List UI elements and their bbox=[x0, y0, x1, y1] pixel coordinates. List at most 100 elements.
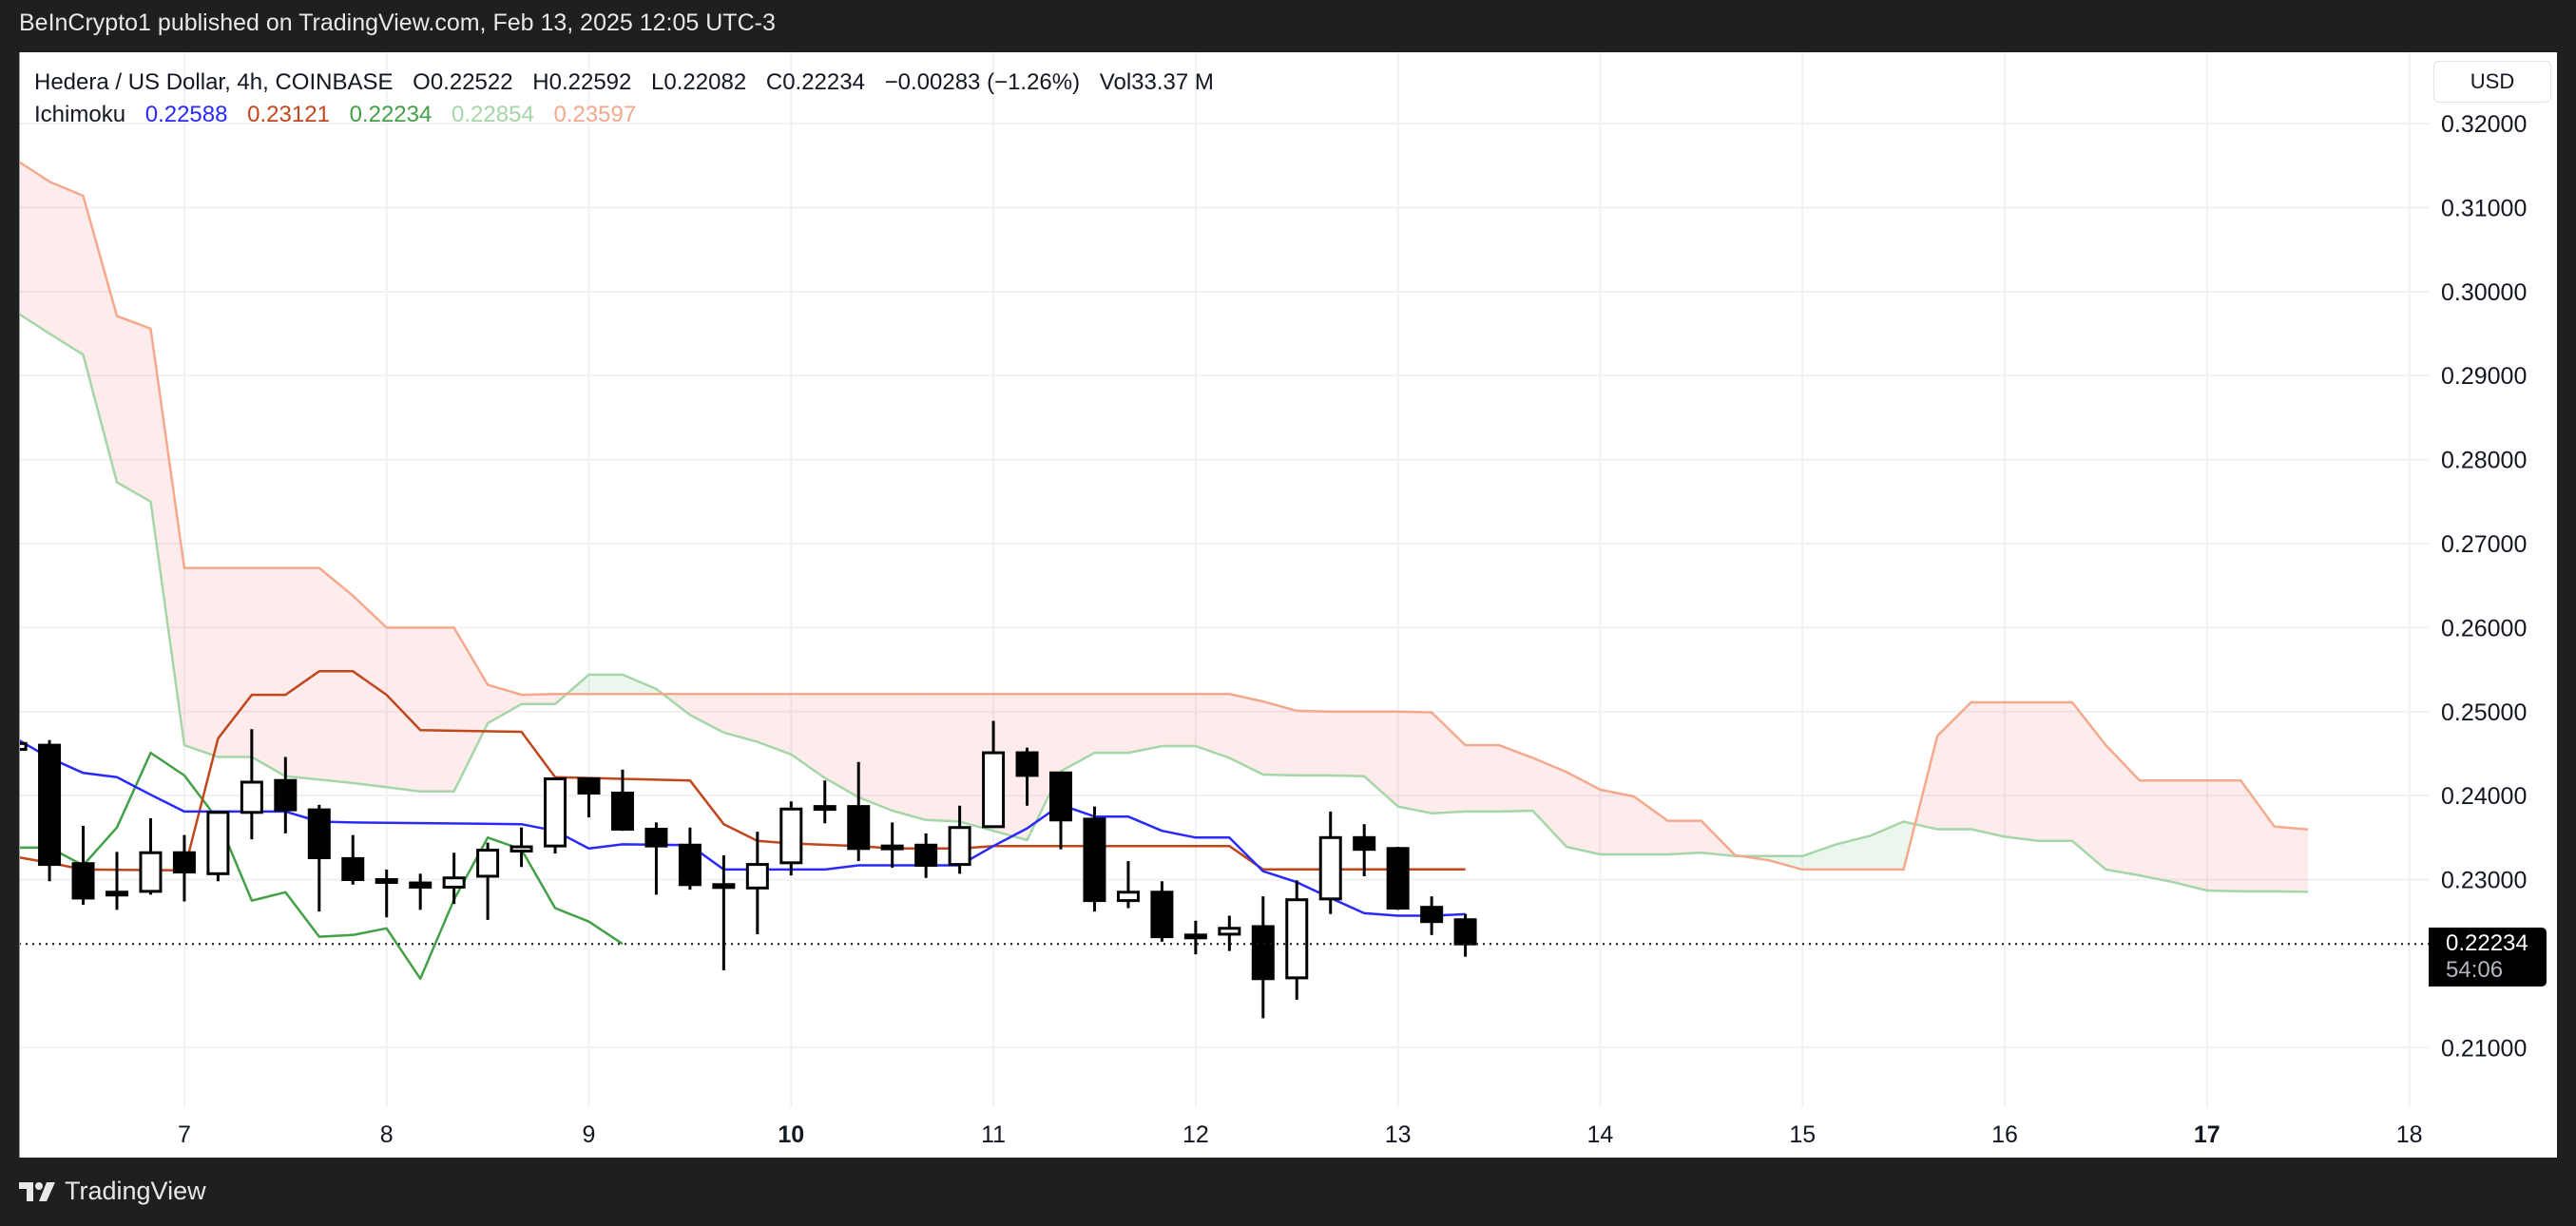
open-value: O0.22522 bbox=[413, 69, 513, 95]
candle bbox=[105, 852, 128, 910]
cloud-segment bbox=[1094, 694, 1128, 754]
cloud-segment bbox=[1465, 745, 1500, 812]
candle bbox=[71, 825, 95, 906]
cloud-segment bbox=[318, 567, 354, 783]
time-tick-label: 17 bbox=[2194, 1121, 2220, 1148]
cloud-segment bbox=[2038, 702, 2072, 841]
cloud-segment bbox=[521, 694, 556, 704]
candle-body-down bbox=[1453, 918, 1477, 946]
candle-body-down bbox=[847, 805, 871, 851]
candle bbox=[544, 776, 567, 854]
span-b-value: 0.23597 bbox=[553, 102, 637, 127]
time-tick-label: 18 bbox=[2396, 1121, 2423, 1148]
price-tick-label: 0.23000 bbox=[2441, 868, 2527, 894]
candle-body-down bbox=[1150, 891, 1174, 939]
price-axis[interactable]: 0.32000 0.31000 0.30000 0.29000 0.28000 0.270… bbox=[2441, 111, 2527, 1062]
cloud-segment bbox=[1937, 702, 1971, 830]
candle-body-up bbox=[779, 807, 803, 865]
time-axis[interactable]: 7 8 9 10 11 12 13 14 15 16 17 18 bbox=[178, 1121, 2423, 1148]
currency-button[interactable]: USD bbox=[2433, 61, 2551, 103]
cloud-segment bbox=[1229, 694, 1263, 776]
candle-body-down bbox=[172, 851, 196, 874]
indicator-name[interactable]: Ichimoku bbox=[34, 102, 126, 127]
close-value: C0.22234 bbox=[765, 69, 865, 95]
cloud-segment bbox=[2206, 780, 2241, 891]
cloud-segment bbox=[2240, 780, 2275, 891]
time-tick-label: 14 bbox=[1587, 1121, 1614, 1148]
cloud-segment bbox=[420, 627, 454, 792]
tradingview-logo[interactable]: TradingView bbox=[19, 1177, 206, 1206]
candle bbox=[1049, 771, 1073, 850]
candle bbox=[948, 805, 971, 874]
candle-body-down bbox=[1015, 751, 1039, 777]
candle-body-up bbox=[1218, 927, 1241, 936]
candle-body-down bbox=[914, 843, 938, 867]
last-price-tag: 0.22234 54:06 bbox=[2429, 928, 2547, 987]
cloud-segment bbox=[1162, 694, 1196, 746]
price-tick-label: 0.24000 bbox=[2441, 783, 2527, 810]
chart-panel[interactable]: 0.32000 0.31000 0.30000 0.29000 0.28000 0.270… bbox=[18, 52, 2557, 1158]
candle-body-up bbox=[19, 741, 28, 752]
low-value: L0.22082 bbox=[651, 69, 747, 95]
candle bbox=[1015, 747, 1039, 806]
cloud-segment bbox=[689, 694, 724, 733]
cloud-segment bbox=[2105, 745, 2140, 876]
cloud-segment bbox=[2274, 826, 2309, 892]
candle bbox=[813, 780, 836, 824]
change-value: −0.00283 (−1.26%) bbox=[884, 69, 1081, 95]
candle bbox=[745, 832, 769, 934]
symbol-title[interactable]: Hedera / US Dollar, 4h, COINBASE bbox=[34, 69, 394, 95]
candles bbox=[19, 720, 1477, 1019]
candle-body-down bbox=[71, 862, 95, 900]
candle bbox=[172, 834, 196, 902]
ichimoku-cloud bbox=[19, 162, 2309, 892]
candle bbox=[476, 842, 500, 920]
candle-body-down bbox=[341, 856, 365, 882]
candle-body-up bbox=[1183, 933, 1207, 940]
cloud-segment bbox=[1870, 821, 1904, 870]
symbol-row: Hedera / US Dollar, 4h, COINBASE O0.2252… bbox=[34, 67, 1227, 99]
candle-body-down bbox=[1420, 906, 1444, 924]
candle-body-down bbox=[712, 883, 736, 890]
candle bbox=[139, 817, 163, 895]
tradingview-logo-icon bbox=[19, 1181, 55, 1201]
candle bbox=[712, 854, 736, 970]
candle-body-up bbox=[509, 845, 533, 852]
candle-body-down bbox=[678, 843, 702, 887]
chart-legend: Hedera / US Dollar, 4h, COINBASE O0.2252… bbox=[34, 67, 1227, 131]
cloud-segment bbox=[588, 674, 623, 695]
cloud-segment bbox=[1667, 820, 1701, 854]
cloud-segment bbox=[1127, 694, 1163, 754]
candle bbox=[375, 869, 398, 918]
candlestick-chart[interactable]: 0.32000 0.31000 0.30000 0.29000 0.28000 0.270… bbox=[18, 52, 2557, 1158]
cloud-segment bbox=[1195, 694, 1230, 758]
candle-body-down bbox=[307, 808, 331, 860]
price-tick-label: 0.21000 bbox=[2441, 1035, 2527, 1062]
time-tick-label: 10 bbox=[778, 1121, 804, 1148]
cloud-segment bbox=[353, 595, 387, 788]
candle bbox=[240, 729, 263, 840]
cloud-segment bbox=[2139, 780, 2174, 883]
cloud-segment bbox=[1397, 711, 1432, 814]
candle bbox=[779, 801, 803, 876]
candle bbox=[577, 776, 601, 818]
cloud-segment bbox=[1330, 711, 1365, 776]
cloud-segment bbox=[1836, 835, 1871, 870]
candle-body-up bbox=[948, 826, 971, 867]
candle bbox=[307, 804, 331, 912]
time-tick-label: 15 bbox=[1789, 1121, 1816, 1148]
cloud-segment bbox=[2005, 702, 2039, 841]
indicator-row: Ichimoku 0.22588 0.23121 0.22234 0.22854… bbox=[34, 99, 1227, 131]
candle-body-down bbox=[1386, 847, 1410, 910]
bar-countdown: 54:06 bbox=[2446, 957, 2504, 983]
candle bbox=[880, 822, 904, 869]
candle-body-up bbox=[1285, 898, 1309, 980]
tenkan-value: 0.22588 bbox=[144, 102, 228, 127]
time-tick-label: 16 bbox=[1991, 1121, 2018, 1148]
price-tick-label: 0.30000 bbox=[2441, 279, 2527, 306]
cloud-segment bbox=[2173, 780, 2207, 891]
cloud-segment bbox=[1262, 701, 1298, 776]
cloud-segment bbox=[251, 567, 286, 776]
price-tick-label: 0.29000 bbox=[2441, 363, 2527, 390]
candle bbox=[442, 852, 466, 905]
